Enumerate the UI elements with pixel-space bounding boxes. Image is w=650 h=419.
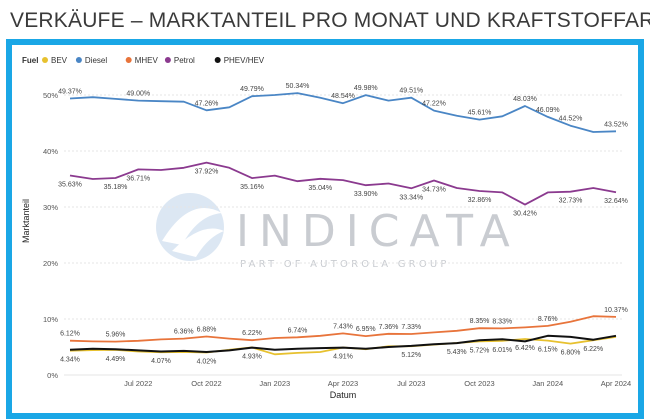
- indicata-logo-icon: [156, 193, 224, 261]
- data-label: 49.00%: [126, 91, 150, 98]
- data-label: 45.61%: [468, 110, 492, 117]
- data-label: 4.07%: [151, 358, 171, 365]
- x-tick-label: Apr 2024: [601, 379, 631, 388]
- data-label: 35.16%: [240, 184, 264, 191]
- y-tick-label: 30%: [43, 203, 58, 212]
- x-tick-label: Oct 2023: [464, 379, 494, 388]
- chart-frame: INDICATA PART OF AUTOROLA GROUP 4.34% 4.4…: [6, 39, 644, 419]
- data-label: 49.79%: [240, 86, 264, 93]
- data-label: 4.49%: [106, 356, 126, 363]
- legend-marker: [42, 57, 48, 63]
- data-label: 32.86%: [468, 197, 492, 204]
- data-label: 30.42%: [513, 211, 537, 218]
- x-tick-label: Oct 2022: [191, 379, 221, 388]
- watermark: INDICATA PART OF AUTOROLA GROUP: [156, 193, 520, 270]
- legend-item-bev: BEV: [51, 56, 68, 65]
- data-label: 6.12%: [60, 331, 80, 338]
- series-line-mhev: [69, 315, 617, 343]
- data-label: 6.01%: [492, 347, 512, 354]
- data-label: 35.04%: [308, 185, 332, 192]
- series-line-diesel: [69, 92, 617, 133]
- legend-marker: [125, 57, 132, 63]
- data-label: 48.03%: [513, 96, 537, 103]
- legend-item-mhev: MHEV: [135, 56, 159, 65]
- legend-marker: [214, 57, 221, 63]
- legend-title: Fuel: [22, 56, 38, 65]
- y-tick-label: 10%: [43, 315, 58, 324]
- x-tick-label: Jul 2022: [124, 379, 152, 388]
- data-label: 36.71%: [126, 175, 150, 182]
- data-label: 49.98%: [354, 85, 378, 92]
- y-tick-label: 40%: [43, 147, 58, 156]
- data-label: 5.96%: [106, 332, 126, 339]
- series-line-phevhev: [69, 334, 617, 353]
- data-label: 47.26%: [195, 100, 219, 107]
- x-tick-label: Apr 2023: [328, 379, 358, 388]
- data-label: 8.76%: [538, 316, 558, 323]
- data-label: 32.64%: [604, 198, 628, 205]
- data-label: 43.52%: [604, 121, 628, 128]
- data-label: 5.72%: [470, 347, 490, 354]
- data-label: 34.73%: [422, 187, 446, 194]
- x-tick-label: Jan 2024: [532, 379, 563, 388]
- data-label: 7.33%: [401, 324, 421, 331]
- data-label: 37.92%: [195, 169, 219, 176]
- data-label: 6.42%: [515, 345, 535, 352]
- data-label: 6.80%: [561, 350, 581, 357]
- data-label: 35.18%: [104, 184, 128, 191]
- data-label: 44.52%: [559, 116, 583, 123]
- watermark-tagline: PART OF AUTOROLA GROUP: [240, 259, 450, 270]
- data-label: 6.74%: [288, 327, 308, 334]
- data-label: 8.33%: [492, 318, 512, 325]
- legend-marker: [75, 57, 82, 63]
- data-label: 8.35%: [470, 318, 490, 325]
- data-label: 32.73%: [559, 198, 583, 205]
- data-label: 50.34%: [286, 83, 310, 90]
- y-tick-label: 20%: [43, 259, 58, 268]
- data-label: 33.90%: [354, 191, 378, 198]
- x-axis-title: Datum: [330, 390, 357, 400]
- data-label: 7.43%: [333, 323, 353, 330]
- data-label: 4.91%: [333, 354, 353, 361]
- data-label: 46.09%: [536, 107, 560, 114]
- page-title: VERKÄUFE – MARKTANTEIL PRO MONAT UND KRA…: [10, 9, 650, 32]
- x-tick-label: Jul 2023: [397, 379, 425, 388]
- data-label: 47.22%: [422, 101, 446, 108]
- data-label: 33.34%: [399, 194, 423, 201]
- data-label: 6.15%: [538, 347, 558, 354]
- y-axis-title: Marktanteil: [21, 199, 31, 243]
- legend-marker: [164, 57, 171, 63]
- data-label: 6.88%: [197, 326, 217, 333]
- data-label: 10.37%: [604, 307, 628, 314]
- x-tick-label: Jan 2023: [259, 379, 290, 388]
- data-label: 6.95%: [356, 326, 376, 333]
- data-label: 5.12%: [401, 352, 421, 359]
- data-label: 35.63%: [58, 181, 82, 188]
- y-tick-label: 50%: [43, 91, 58, 100]
- data-label: 7.36%: [379, 324, 399, 331]
- y-tick-label: 0%: [47, 371, 58, 380]
- legend-item-phevhev: PHEV/HEV: [224, 56, 265, 65]
- data-label: 6.36%: [174, 329, 194, 336]
- data-label: 4.34%: [60, 357, 80, 364]
- data-label: 6.22%: [242, 330, 262, 337]
- watermark-brand: INDICATA: [236, 206, 520, 257]
- legend-item-petrol: Petrol: [174, 56, 195, 65]
- series-line-petrol: [69, 161, 617, 206]
- data-label: 49.51%: [399, 88, 423, 95]
- data-label: 49.37%: [58, 89, 82, 96]
- data-label: 4.02%: [197, 358, 217, 365]
- data-label: 5.43%: [447, 349, 467, 356]
- data-label: 48.54%: [331, 93, 355, 100]
- data-label: 6.22%: [583, 346, 603, 353]
- legend-item-diesel: Diesel: [85, 56, 107, 65]
- line-chart: INDICATA PART OF AUTOROLA GROUP 4.34% 4.4…: [21, 56, 631, 400]
- data-label: 4.93%: [242, 353, 262, 360]
